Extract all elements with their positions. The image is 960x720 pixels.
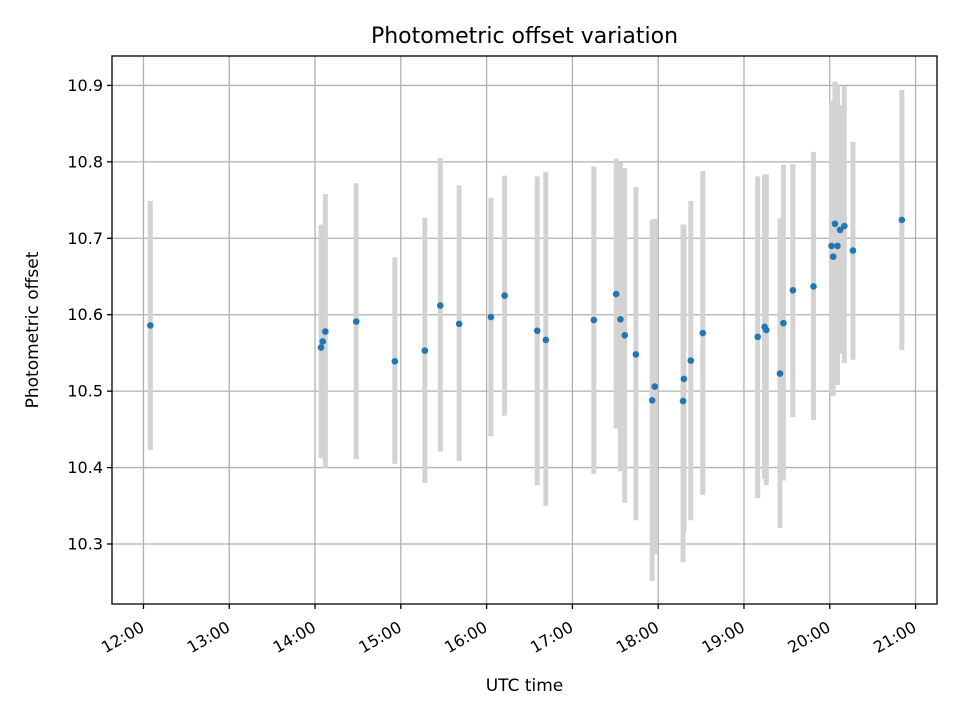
data-point	[831, 220, 839, 228]
data-point	[680, 375, 688, 383]
x-tick-label: 20:00	[784, 617, 833, 657]
data-point	[679, 397, 687, 405]
chart-title: Photometric offset variation	[371, 24, 678, 49]
x-tick-label: 21:00	[870, 617, 919, 657]
data-point	[319, 338, 327, 345]
data-point	[754, 333, 762, 341]
data-point	[590, 316, 598, 324]
data-point	[542, 336, 550, 344]
data-point	[834, 242, 841, 250]
data-point	[810, 283, 817, 290]
data-point	[687, 357, 695, 364]
data-point	[651, 383, 659, 390]
data-point	[789, 286, 797, 294]
data-point	[455, 320, 463, 328]
data-point	[317, 344, 325, 351]
data-point	[699, 329, 707, 337]
data-point	[898, 216, 906, 224]
x-tick-label: 14:00	[270, 617, 319, 657]
x-tick-label: 12:00	[98, 617, 147, 657]
data-point	[828, 242, 835, 250]
data-point	[501, 292, 508, 299]
data-point	[632, 351, 640, 358]
data-point-layer	[147, 216, 906, 405]
data-point	[612, 290, 620, 298]
data-point	[322, 328, 329, 335]
x-tick-label: 18:00	[613, 617, 662, 657]
data-point	[762, 326, 770, 334]
y-tick-label: 10.5	[67, 382, 103, 401]
y-tick-label: 10.9	[67, 76, 103, 95]
error-bar-layer	[147, 81, 905, 581]
x-tick-label: 15:00	[355, 617, 404, 657]
data-point	[780, 319, 787, 327]
y-tick-label: 10.4	[67, 458, 103, 477]
y-tick-label: 10.8	[67, 152, 103, 171]
data-point	[621, 332, 629, 339]
data-point	[436, 302, 444, 309]
data-point	[487, 313, 495, 321]
plot-frame	[111, 55, 938, 605]
data-point	[533, 327, 541, 335]
x-tick-label: 16:00	[441, 617, 490, 657]
y-axis-label: Photometric offset	[23, 251, 43, 408]
data-point	[836, 226, 844, 234]
y-tick-label: 10.7	[67, 229, 103, 248]
y-tick-label: 10.6	[67, 305, 103, 324]
data-point	[617, 315, 624, 323]
data-point	[849, 247, 857, 254]
grid-layer	[112, 56, 937, 604]
data-point	[648, 397, 656, 404]
data-point	[841, 222, 848, 230]
x-tick-label: 19:00	[699, 617, 748, 657]
data-point	[147, 322, 154, 329]
data-point	[776, 370, 784, 377]
x-tick-label: 17:00	[527, 617, 576, 657]
data-point	[352, 318, 360, 325]
data-point	[391, 358, 399, 365]
x-axis-label: UTC time	[486, 676, 564, 696]
x-tick-label: 13:00	[184, 617, 233, 657]
data-point	[829, 253, 837, 260]
y-tick-label: 10.3	[67, 535, 103, 554]
data-point	[421, 347, 429, 354]
